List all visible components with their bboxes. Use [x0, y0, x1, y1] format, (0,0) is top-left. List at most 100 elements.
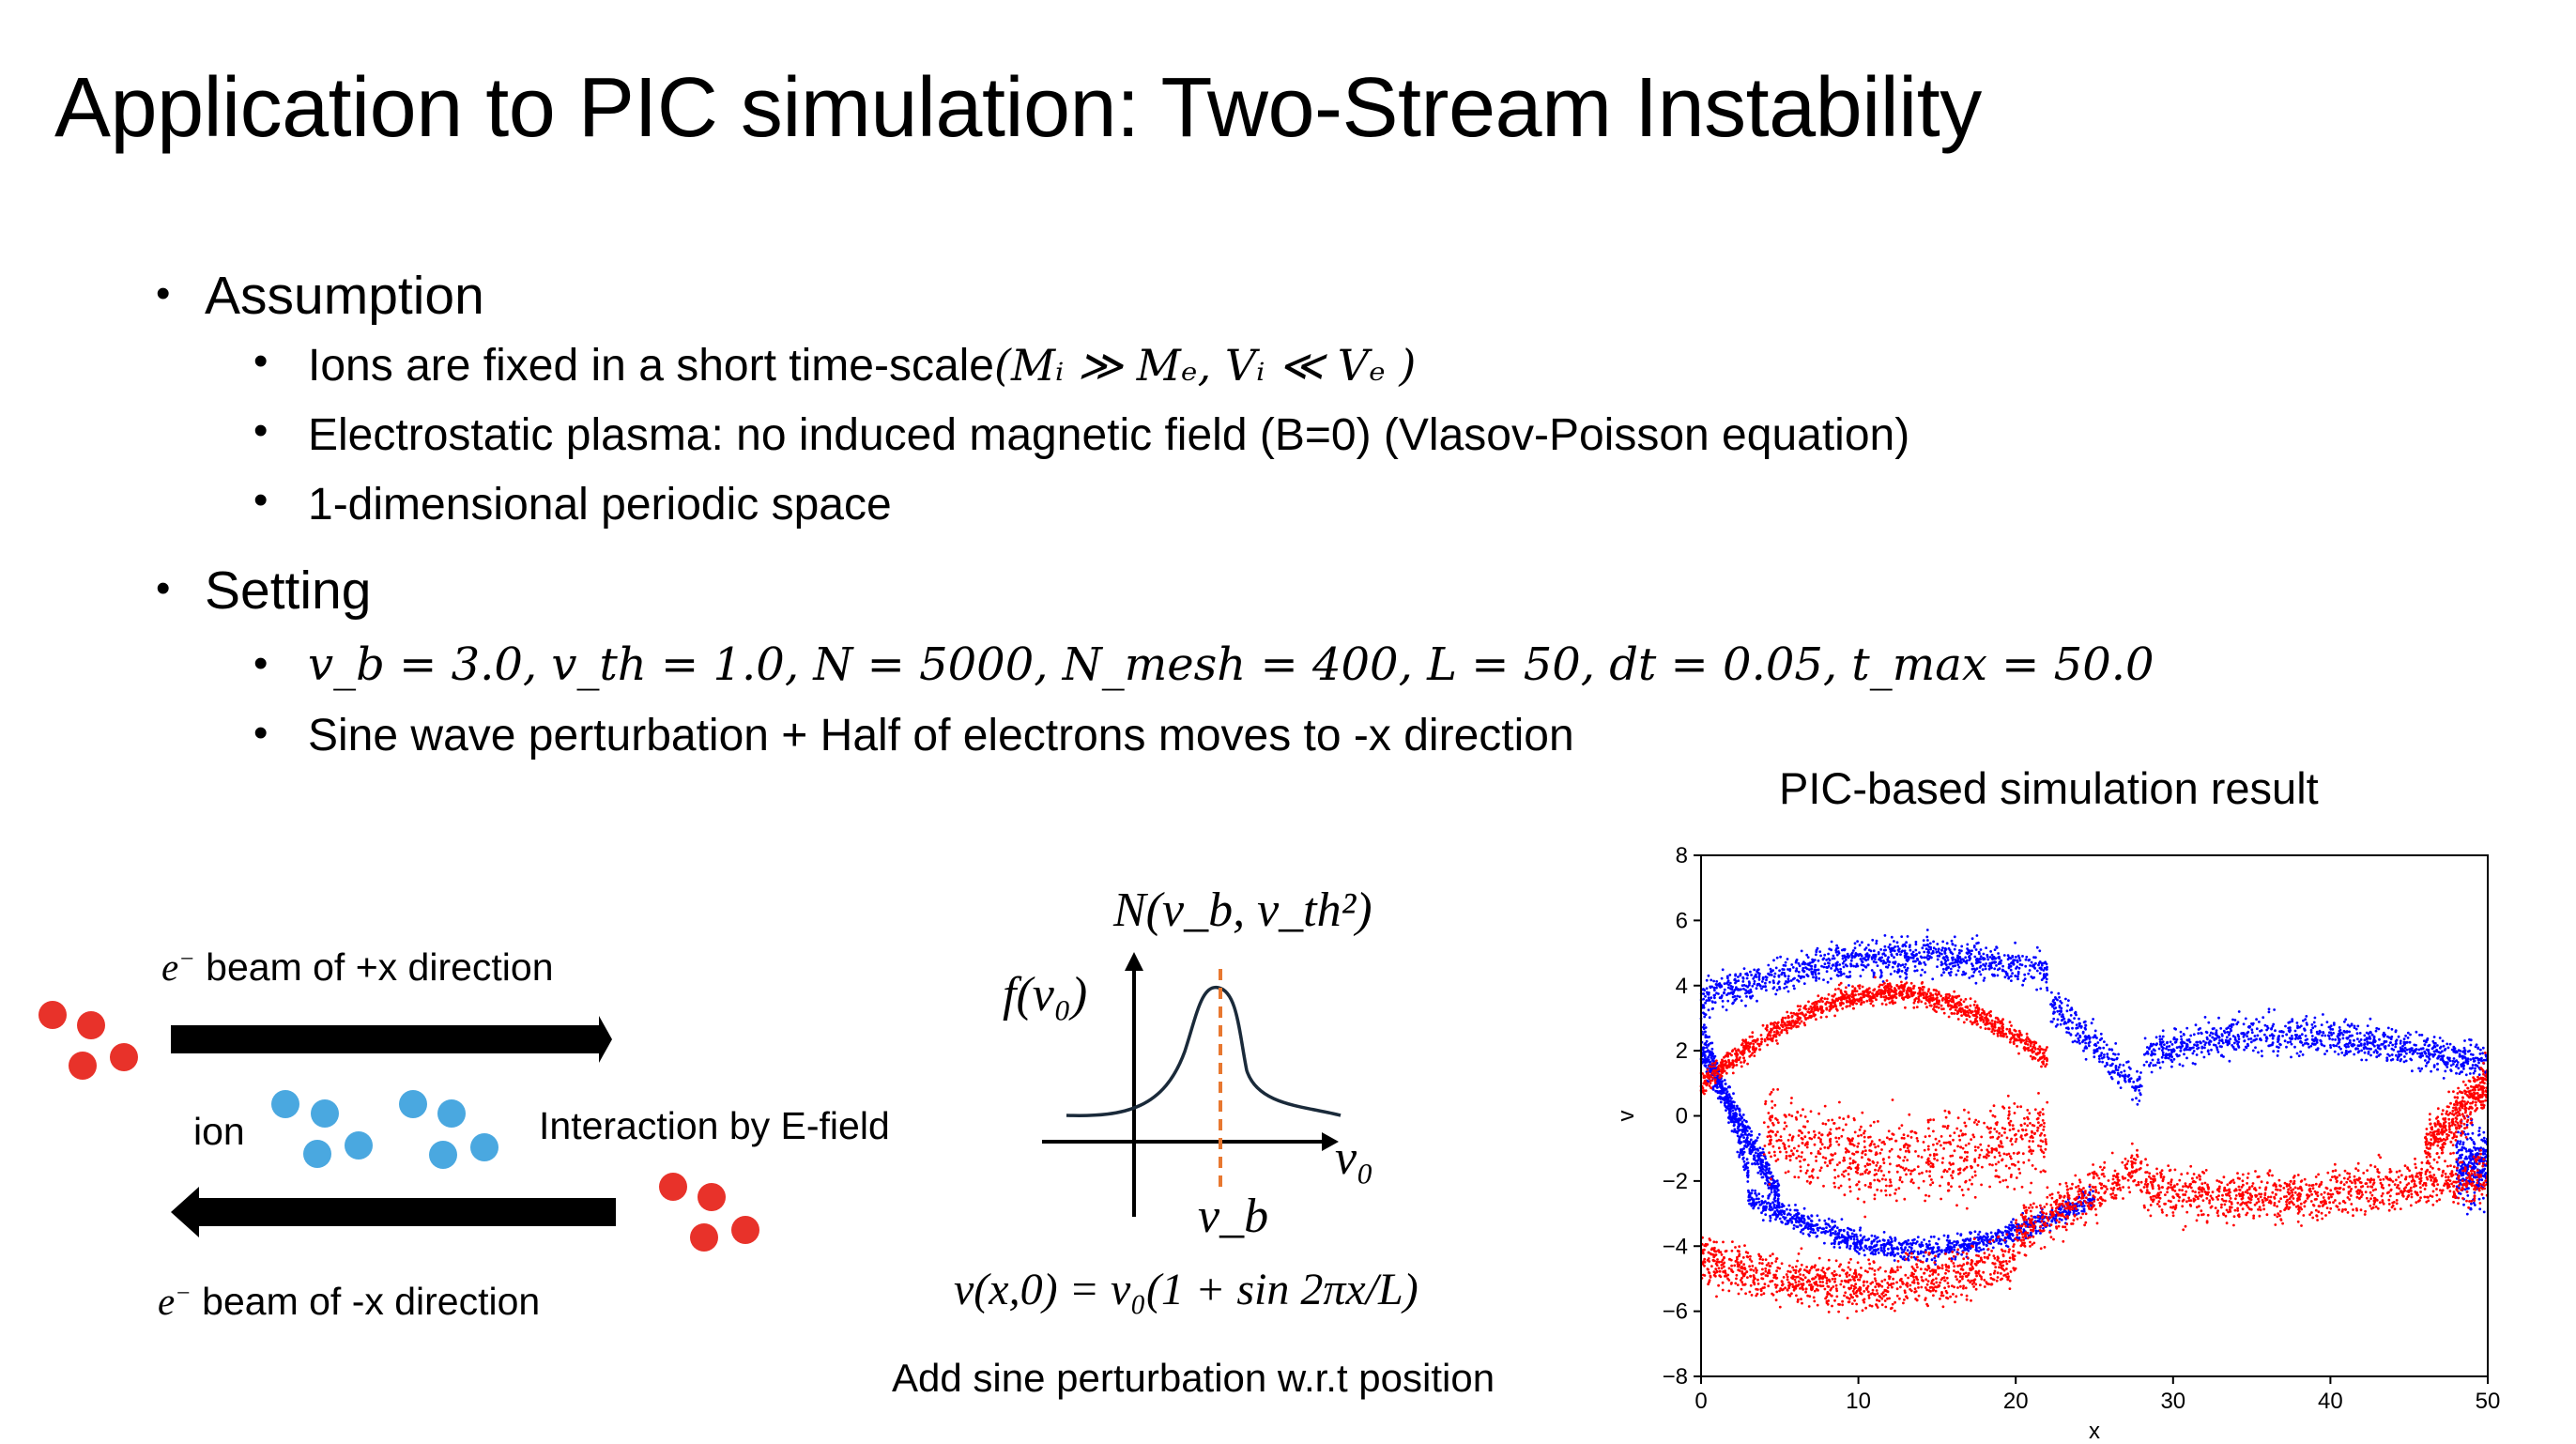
particle — [1960, 1243, 1964, 1247]
particle — [1717, 1082, 1721, 1085]
particle — [2438, 1037, 2442, 1039]
particle — [1903, 949, 1907, 953]
particle — [1928, 1243, 1931, 1247]
particle — [2114, 1065, 2118, 1068]
particle — [1743, 1163, 1747, 1166]
particle — [2040, 1065, 2043, 1068]
particle — [2082, 1209, 2086, 1213]
particle — [1917, 1000, 1920, 1004]
particle — [2138, 1077, 2141, 1081]
particle — [2062, 1022, 2066, 1025]
particle — [1793, 1214, 1796, 1218]
particle — [2279, 1030, 2283, 1034]
particle — [1993, 974, 1996, 977]
particle — [2458, 1072, 2461, 1075]
particle — [1727, 1093, 1731, 1097]
particle — [1899, 964, 1903, 967]
particle — [2007, 976, 2010, 980]
particle — [1784, 982, 1786, 986]
particle — [1874, 975, 1877, 979]
particle — [1849, 959, 1853, 962]
particle — [2397, 1050, 2400, 1053]
particle — [1893, 949, 1896, 953]
particle — [1823, 953, 1827, 957]
particle — [2136, 1069, 2139, 1073]
particle — [2466, 1194, 2470, 1197]
particle — [1872, 960, 1876, 963]
particle — [2344, 1049, 2348, 1052]
particle — [1849, 964, 1853, 968]
particle — [2442, 1059, 2445, 1063]
particle — [2466, 1132, 2470, 1136]
particle — [1755, 987, 1758, 991]
particle — [1830, 1232, 1832, 1235]
particle — [1704, 1043, 1708, 1047]
particle — [1980, 1239, 1984, 1243]
particle — [1756, 999, 1758, 1003]
particle — [1769, 1216, 1772, 1220]
particle — [1904, 1239, 1908, 1243]
particle — [2046, 1046, 2048, 1049]
particle — [2080, 1209, 2084, 1213]
particle — [1901, 1257, 1905, 1261]
particle — [2291, 1020, 2294, 1023]
particle — [1922, 939, 1925, 942]
particle — [2389, 1058, 2393, 1062]
particle — [2268, 1034, 2272, 1037]
particle — [2405, 1052, 2408, 1055]
left-arrow-shaft — [197, 1198, 616, 1226]
particle — [1807, 1217, 1810, 1220]
particle — [2046, 973, 2048, 976]
particle — [2129, 1068, 2132, 1070]
particle — [1941, 940, 1945, 944]
particle — [2049, 1020, 2053, 1023]
particle — [1756, 970, 1758, 974]
particle — [1963, 1242, 1967, 1246]
particle — [1984, 964, 1986, 968]
particle — [1775, 1179, 1779, 1183]
particle — [1977, 941, 1980, 945]
particle — [2000, 1231, 2003, 1235]
particle — [2247, 1037, 2250, 1041]
particle — [2402, 1060, 2406, 1064]
particle — [1748, 1149, 1752, 1153]
particle — [1850, 951, 1854, 955]
particle — [1998, 960, 2001, 963]
particle — [1993, 957, 1997, 960]
particle — [2323, 1052, 2326, 1055]
particle — [1760, 1199, 1764, 1203]
particle — [1818, 1226, 1822, 1230]
particle — [2229, 1037, 2232, 1041]
particle — [1721, 968, 1725, 972]
particle — [2017, 1237, 2021, 1239]
particle — [2257, 1051, 2260, 1054]
particle — [1786, 958, 1789, 960]
particle — [2365, 1058, 2368, 1062]
particle — [1887, 1247, 1890, 1251]
particle — [1762, 1201, 1766, 1205]
assumption-item-1: Ions are fixed in a short time-scale(Mᵢ … — [308, 340, 1417, 391]
particle — [1786, 977, 1790, 981]
particle — [2298, 1035, 2301, 1038]
particle — [2228, 1033, 2231, 1037]
particle — [1768, 973, 1771, 976]
particle — [2327, 1025, 2331, 1029]
particle — [1754, 1162, 1757, 1166]
particle — [2172, 1057, 2176, 1061]
particle — [2053, 1001, 2056, 1005]
particle — [1852, 949, 1855, 952]
particle — [1771, 1201, 1774, 1205]
particle — [1802, 1217, 1805, 1221]
particle — [1837, 950, 1840, 953]
particle — [2426, 1038, 2429, 1042]
left-arrow-head — [171, 1187, 199, 1237]
particle — [2052, 1017, 2056, 1021]
particle — [1898, 975, 1902, 978]
particle — [2132, 1081, 2136, 1083]
particle — [2067, 999, 2070, 1002]
particle — [1839, 981, 1843, 985]
particle — [2088, 1037, 2092, 1040]
particle — [1904, 1246, 1908, 1250]
particle — [2211, 1036, 2215, 1039]
particle — [1974, 981, 1978, 985]
